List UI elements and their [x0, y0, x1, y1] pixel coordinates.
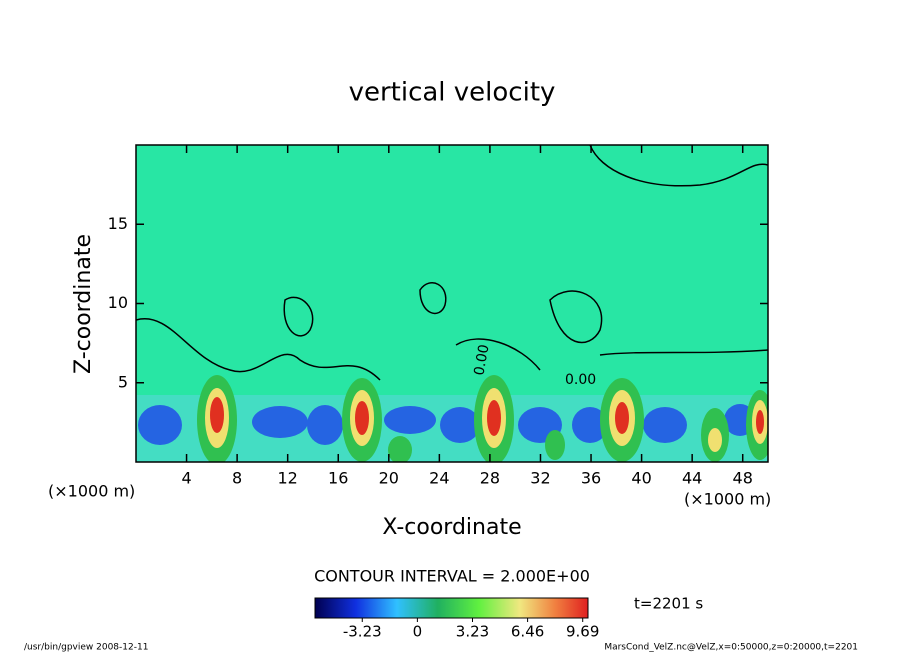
- x-tick-label: 48: [733, 469, 753, 488]
- x-tick-label: 8: [232, 469, 242, 488]
- x-tick-label: 44: [682, 469, 702, 488]
- x-axis-label: X-coordinate: [382, 515, 521, 540]
- colorbar-tick-label: 6.46: [511, 623, 544, 641]
- footer-right: MarsCond_VelZ.nc@VelZ,x=0:50000,z=0:2000…: [604, 643, 858, 653]
- contour-label: 0.00: [565, 372, 596, 388]
- y-tick-label: 5: [118, 372, 128, 391]
- time-label: t=2201 s: [634, 595, 703, 613]
- x-tick-label: 12: [278, 469, 298, 488]
- footer-left: /usr/bin/gpview 2008-12-11: [24, 643, 148, 653]
- contour-field: [136, 145, 768, 462]
- y-tick-label: 15: [108, 214, 128, 233]
- contour-label: 0.00: [471, 343, 492, 376]
- x-tick-label: 36: [581, 469, 601, 488]
- x-unit-label: (×1000 m): [684, 490, 771, 509]
- x-tick-label: 32: [530, 469, 550, 488]
- x-tick-label: 40: [631, 469, 651, 488]
- contour-interval: CONTOUR INTERVAL = 2.000E+00: [314, 567, 590, 586]
- colorbar-tick-label: 3.23: [456, 623, 489, 641]
- chart-title: vertical velocity: [349, 78, 556, 108]
- y-tick-label: 10: [108, 293, 128, 312]
- colorbar-tick-label: 0: [413, 623, 423, 641]
- colorbar: [314, 597, 589, 619]
- x-tick-label: 20: [379, 469, 399, 488]
- y-axis-label: Z-coordinate: [71, 234, 96, 374]
- x-tick-label: 24: [429, 469, 449, 488]
- x-unit-label: (×1000 m): [48, 482, 135, 501]
- x-tick-label: 28: [480, 469, 500, 488]
- x-tick-label: 16: [328, 469, 348, 488]
- colorbar-tick-label: -3.23: [343, 623, 382, 641]
- colorbar-tick-label: 9.69: [566, 623, 599, 641]
- x-tick-label: 4: [181, 469, 191, 488]
